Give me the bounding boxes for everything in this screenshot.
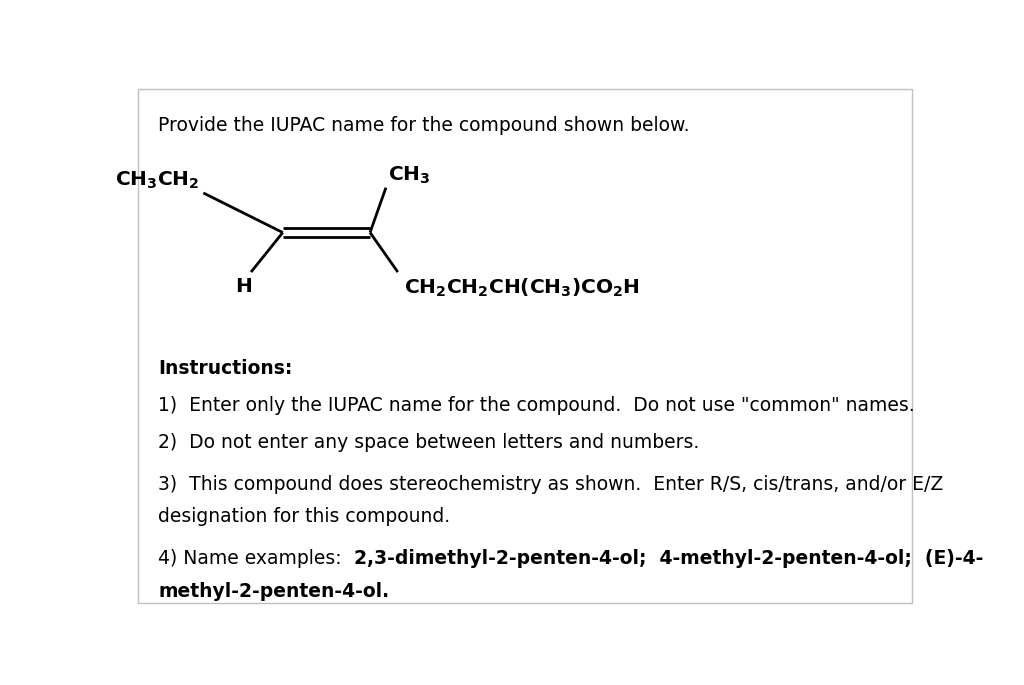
Text: H: H <box>234 277 252 297</box>
Text: $\mathbf{CH_2CH_2CH(CH_3)CO_2H}$: $\mathbf{CH_2CH_2CH(CH_3)CO_2H}$ <box>404 276 640 299</box>
Text: 2)  Do not enter any space between letters and numbers.: 2) Do not enter any space between letter… <box>158 433 699 452</box>
Text: 1)  Enter only the IUPAC name for the compound.  Do not use "common" names.: 1) Enter only the IUPAC name for the com… <box>158 396 914 415</box>
FancyBboxPatch shape <box>137 88 912 603</box>
Text: 4) Name examples:: 4) Name examples: <box>158 549 353 568</box>
Text: Provide the IUPAC name for the compound shown below.: Provide the IUPAC name for the compound … <box>158 116 689 136</box>
Text: $\mathbf{CH_3}$: $\mathbf{CH_3}$ <box>387 164 430 186</box>
Text: designation for this compound.: designation for this compound. <box>158 507 451 526</box>
Text: 3)  This compound does stereochemistry as shown.  Enter R/S, cis/trans, and/or E: 3) This compound does stereochemistry as… <box>158 475 943 494</box>
Text: 2,3-dimethyl-2-penten-4-ol;  4-methyl-2-penten-4-ol;  (E)-4-: 2,3-dimethyl-2-penten-4-ol; 4-methyl-2-p… <box>353 549 983 568</box>
Text: $\mathbf{CH_3CH_2}$: $\mathbf{CH_3CH_2}$ <box>115 170 200 191</box>
Text: methyl-2-penten-4-ol.: methyl-2-penten-4-ol. <box>158 582 389 601</box>
Text: Instructions:: Instructions: <box>158 359 293 378</box>
